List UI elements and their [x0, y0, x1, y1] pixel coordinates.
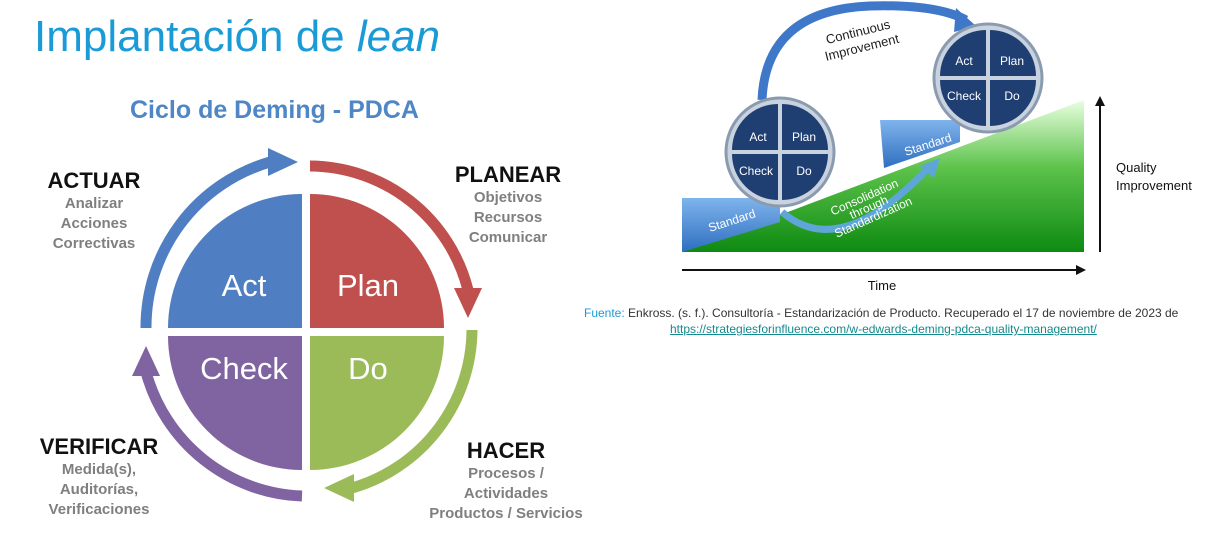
actuar-title: ACTUAR: [47, 168, 141, 193]
quality-axis-arrowhead: [1095, 96, 1105, 106]
hacer-line: Actividades: [463, 485, 549, 502]
source-link[interactable]: https://strategiesforinfluence.com/w-edw…: [670, 322, 1097, 336]
source-text: Enkross. (s. f.). Consultoría - Estandar…: [624, 306, 1179, 320]
hacer-title: HACER: [466, 438, 546, 463]
source-label: Fuente:: [584, 306, 625, 320]
planear-line: Recursos: [473, 209, 543, 226]
hacer-line: Productos / Servicios: [429, 505, 583, 522]
plan-small-label: Plan: [1000, 54, 1024, 68]
verificar-block: VERIFICAR Medida(s), Auditorías, Verific…: [30, 434, 168, 520]
verificar-line: Verificaciones: [48, 501, 150, 518]
do-arrowhead: [324, 474, 354, 502]
pdca-circle-high: Act Plan Check Do: [932, 22, 1044, 134]
plan-arc-arrow: [309, 160, 474, 292]
pdca-circle-low: Act Plan Check Do: [724, 96, 836, 208]
title-italic: lean: [356, 12, 441, 61]
act-small-label: Act: [749, 130, 767, 144]
do-small-label: Do: [796, 164, 812, 178]
check-small-label: Check: [947, 89, 982, 103]
planear-block: PLANEAR Objetivos Recursos Comunicar: [444, 162, 572, 248]
actuar-line: Acciones: [60, 215, 128, 232]
actuar-line: Analizar: [64, 195, 124, 212]
consolidation-arrowhead: [920, 158, 940, 178]
check-label: Check: [200, 351, 288, 386]
pdca-cycle-diagram: Act Plan Check Do: [132, 148, 482, 502]
continuous-improvement-arrow: [757, 1, 969, 101]
act-label: Act: [222, 268, 267, 303]
planear-title: PLANEAR: [454, 162, 562, 187]
hacer-line: Procesos /: [468, 465, 544, 482]
actuar-line: Correctivas: [52, 235, 136, 252]
quality-label-line: Quality: [1116, 160, 1157, 175]
improvement-label-line: Improvement: [1116, 178, 1192, 193]
verificar-line: Medida(s),: [61, 461, 137, 478]
source-citation: Fuente: Enkross. (s. f.). Consultoría - …: [584, 306, 1178, 320]
hacer-block: HACER Procesos / Actividades Productos /…: [420, 438, 592, 524]
page-title: Implantación de lean: [34, 12, 440, 62]
act-small-label: Act: [955, 54, 973, 68]
plan-label: Plan: [337, 268, 399, 303]
plan-arrowhead: [454, 288, 482, 318]
time-axis-arrowhead: [1076, 265, 1086, 275]
act-arc-arrow: [140, 156, 272, 329]
planear-line: Objetivos: [473, 189, 543, 206]
do-small-label: Do: [1004, 89, 1020, 103]
diagram-subtitle: Ciclo de Deming - PDCA: [130, 96, 419, 124]
do-arc-arrow: [350, 329, 478, 494]
continuous-improvement-diagram: Standard Standard Consolidation through …: [682, 1, 1192, 293]
do-quadrant: [310, 336, 444, 470]
standard-wedge-low: [682, 198, 780, 252]
verificar-line: Auditorías,: [59, 481, 139, 498]
check-quadrant: [168, 336, 302, 470]
check-arrowhead: [132, 346, 160, 376]
actuar-block: ACTUAR Analizar Acciones Correctivas: [30, 168, 158, 254]
consolidation-arrow: [779, 165, 931, 233]
check-arc-arrow: [140, 370, 303, 502]
standard-wedge-high: [880, 120, 960, 168]
act-arrowhead: [268, 148, 298, 176]
verificar-title: VERIFICAR: [39, 434, 159, 459]
do-label: Do: [348, 351, 388, 386]
planear-line: Comunicar: [468, 229, 548, 246]
plan-quadrant: [310, 194, 444, 328]
title-main: Implantación de: [34, 12, 357, 61]
plan-small-label: Plan: [792, 130, 816, 144]
act-quadrant: [168, 194, 302, 328]
continuous-improvement-text: Continuous Improvement: [823, 16, 901, 63]
time-label: Time: [868, 278, 896, 293]
check-small-label: Check: [739, 164, 774, 178]
